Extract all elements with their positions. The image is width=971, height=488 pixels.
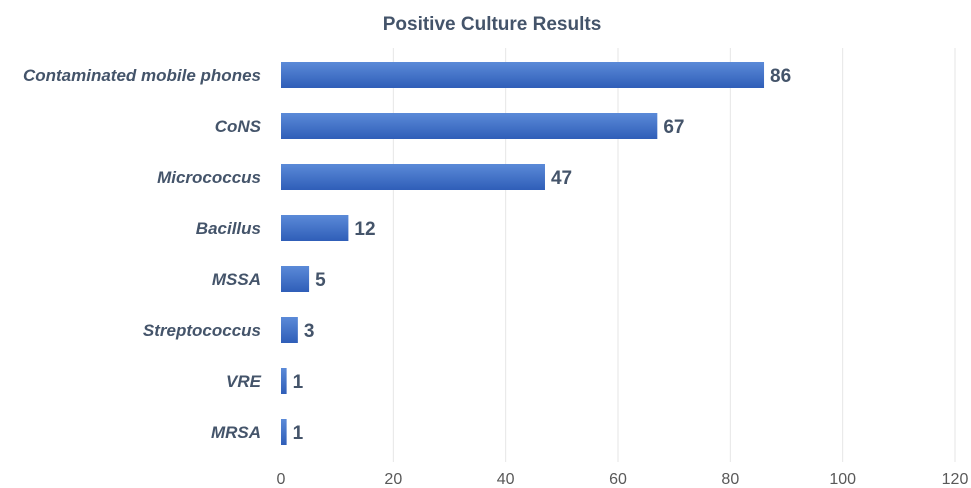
data-label: 12 [354, 219, 375, 240]
category-label: Bacillus [196, 219, 261, 238]
bar [281, 266, 310, 292]
bar [281, 164, 545, 190]
category-label: CoNS [215, 117, 262, 136]
bar [281, 368, 287, 394]
bar [281, 419, 287, 445]
data-label: 67 [663, 117, 684, 138]
bar [281, 215, 349, 241]
category-label: Streptococcus [143, 321, 261, 340]
data-label: 47 [551, 168, 572, 189]
category-label: MRSA [211, 423, 261, 442]
x-tick-label: 80 [721, 471, 739, 488]
data-label: 1 [293, 372, 304, 393]
x-tick-label: 0 [277, 471, 286, 488]
bar [281, 113, 658, 139]
category-label: VRE [226, 372, 262, 391]
bar [281, 62, 765, 88]
x-tick-label: 120 [942, 471, 969, 488]
data-label: 86 [770, 66, 791, 87]
category-label: MSSA [212, 270, 261, 289]
x-axis-ticks: 0 20 40 60 80 100 120 [277, 471, 969, 488]
category-label: Micrococcus [157, 168, 261, 187]
x-tick-label: 20 [384, 471, 402, 488]
x-tick-label: 40 [497, 471, 515, 488]
chart-title: Positive Culture Results [383, 14, 602, 35]
x-tick-label: 100 [829, 471, 856, 488]
data-label: 1 [293, 423, 304, 444]
data-label: 3 [304, 321, 315, 342]
category-label: Contaminated mobile phones [23, 66, 261, 85]
category-labels: Contaminated mobile phones CoNS Micrococcu… [23, 66, 262, 442]
gridlines [392, 48, 956, 462]
data-labels: 86 67 47 12 5 3 1 1 [293, 66, 792, 444]
bars [281, 62, 765, 445]
x-tick-label: 60 [609, 471, 627, 488]
data-label: 5 [315, 270, 326, 291]
bar [281, 317, 298, 343]
